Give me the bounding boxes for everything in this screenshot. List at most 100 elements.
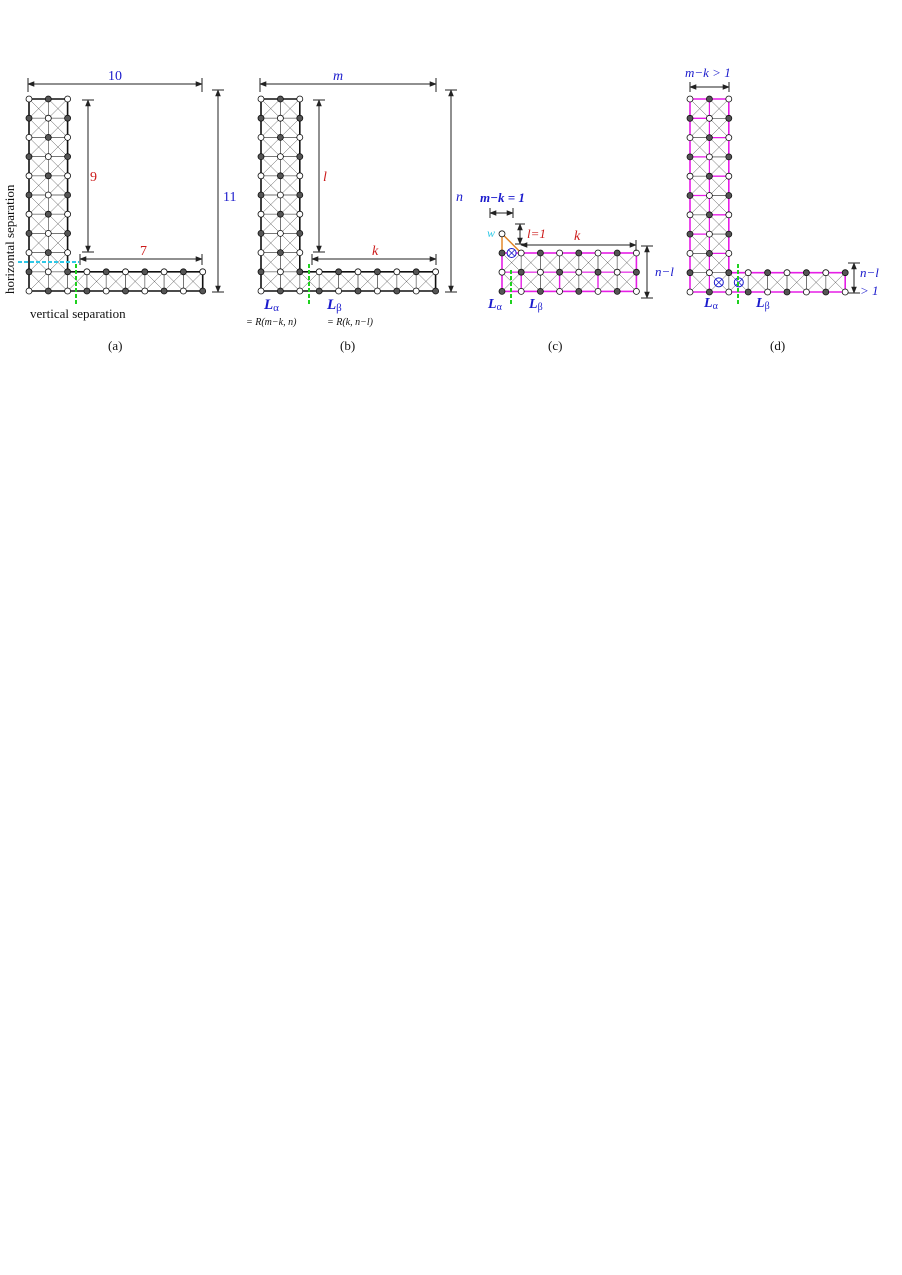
panel-a-vertex <box>44 95 52 103</box>
panel-b-vertex <box>296 229 304 237</box>
panel-d-vertex <box>706 192 713 199</box>
panel-c-vertex <box>594 287 602 295</box>
panel-d-l-alpha: Lα <box>703 296 719 312</box>
panel-b-diagonal <box>260 233 281 253</box>
panel-d-nl-label-1: n−l <box>860 265 879 280</box>
panel-b-vertex <box>257 114 265 122</box>
panel-d-vertex <box>686 172 694 180</box>
panel-d-diagonal <box>689 272 710 293</box>
panel-b-l-beta: Lβ <box>326 297 342 314</box>
panel-d-diagonal <box>709 118 729 138</box>
panel-d-vertex <box>764 269 771 277</box>
panel-b-vertex <box>335 287 343 295</box>
panel-a-vertex <box>64 95 71 103</box>
panel-b-vertex <box>276 229 284 237</box>
panel-a-vertex <box>25 133 33 141</box>
panel-a-vertex <box>160 268 168 276</box>
panel-c-vertex <box>556 249 563 257</box>
panel-b-diagonal <box>260 214 281 234</box>
panel-d-diagonal <box>689 195 710 215</box>
panel-a-arm-width-label: 7 <box>140 244 147 259</box>
panel-d-diagonal <box>709 253 729 273</box>
panel-a-arm-height-label: 9 <box>90 170 97 185</box>
panel-a-height-label: 11 <box>223 190 236 205</box>
panel-c-l-beta: Lβ <box>528 297 543 313</box>
panel-d-diagonal <box>709 137 729 158</box>
panel-a-vertex <box>102 268 110 276</box>
panel-c-vertex <box>517 268 525 276</box>
panel-d-diagonal <box>709 176 729 196</box>
panel-b-height-label: n <box>456 190 463 205</box>
panel-d-vertex <box>725 172 733 180</box>
panel-b-caption: (b) <box>340 338 355 353</box>
panel-d-vertex <box>686 269 694 277</box>
panel-a-vertex <box>44 191 52 199</box>
panel-d-vertex <box>744 288 752 296</box>
panel-d-diagonal <box>767 272 788 293</box>
panel-d-diagonal <box>709 195 729 215</box>
panel-d-diagonal <box>786 272 807 293</box>
panel-b-arm-width-label: k <box>372 244 379 259</box>
panel-a-diagonal <box>28 118 49 138</box>
panel-a-diagonal <box>48 271 68 292</box>
panel-b-diagonal <box>280 175 300 196</box>
panel-b-diagonal <box>260 194 281 215</box>
panel-a-diagonal <box>48 137 68 157</box>
panel-b-diagonal <box>260 156 281 176</box>
panel-a-vertex <box>44 249 52 257</box>
panel-a-diagonal <box>28 175 49 196</box>
panel-a-diagonal <box>28 137 49 157</box>
panel-c-diagonal <box>597 272 618 292</box>
panel-b-vertex <box>315 268 323 276</box>
panel-c-vertex <box>575 249 583 257</box>
panel-c-grid <box>498 230 640 295</box>
panel-b-l-alpha: Lα <box>263 297 279 314</box>
panel-a-diagonal <box>48 175 68 196</box>
panel-d-marked-vertex-cross <box>715 279 723 286</box>
panel-d-vertex <box>686 153 694 161</box>
panel-a-diagonal <box>48 194 68 215</box>
panel-a-diagonal <box>183 271 203 292</box>
panel-b-vertex <box>276 95 284 103</box>
panel-a-vertex <box>64 191 71 199</box>
panel-b-vertex <box>354 287 362 295</box>
panel-c-vertex <box>537 249 544 257</box>
panel-d-vertex <box>841 269 849 277</box>
panel-c-diagonal <box>540 272 560 292</box>
panel-b-diagonal <box>280 271 300 292</box>
panel-c-caption: (c) <box>548 338 562 353</box>
panel-b-l-alpha-definition: = R(m−k, n) <box>246 317 297 328</box>
panel-b-vertex <box>354 268 362 276</box>
panel-a-vertex <box>83 287 91 295</box>
panel-c-diagonal <box>578 272 599 292</box>
panel-c-vertex <box>613 268 621 276</box>
panel-a-vertex <box>179 287 187 295</box>
panel-b-diagonal <box>260 271 281 292</box>
panel-d-vertex <box>725 211 733 219</box>
panel-a-vertex <box>44 229 52 237</box>
panel-c-diagonal <box>578 252 599 273</box>
panel-b-diagonal <box>280 137 300 157</box>
panel-b-arm-height-label: l <box>323 170 327 185</box>
panel-d-vertex <box>686 192 694 199</box>
panel-d-vertex <box>686 95 694 103</box>
panel-c-diagonal <box>617 252 637 273</box>
panel-b-vertex <box>257 172 265 180</box>
panel-d-vertex <box>783 288 791 296</box>
panel-a-diagonal <box>125 271 145 292</box>
panel-c-vertex <box>517 249 525 257</box>
panel-d-vertex <box>706 172 713 180</box>
panel-d-diagonal <box>689 118 710 138</box>
panel-a-diagonal <box>67 271 88 292</box>
panel-d-vertex <box>706 288 713 296</box>
panel-a-diagonal <box>86 271 107 292</box>
panel-a-horizontal-separation-label: horizontal separation <box>2 184 17 294</box>
panel-a-vertex <box>44 172 52 180</box>
panel-a-vertex <box>25 210 33 218</box>
panel-d-diagonal <box>689 98 710 119</box>
panel-d-vertex <box>725 288 733 296</box>
panel-d-vertex <box>706 230 713 238</box>
panel-c-vertex <box>537 287 544 295</box>
panel-b-vertex <box>412 268 420 276</box>
panel-c-diagonal <box>501 252 522 273</box>
